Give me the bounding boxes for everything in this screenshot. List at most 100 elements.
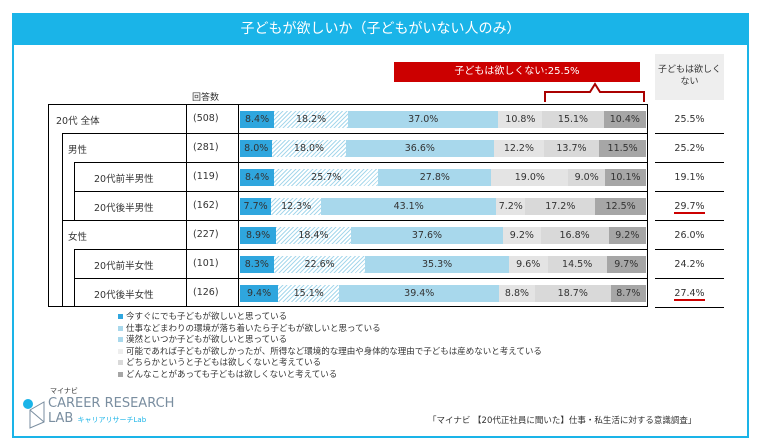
legend-item: どちらかというと子どもは欲しくないと考えている (118, 358, 321, 369)
bar-segment: 22.6% (273, 256, 366, 273)
bar-segment: 9.2% (608, 227, 646, 244)
grid-line (62, 133, 63, 307)
row-label: 20代後半男性 (94, 203, 154, 214)
table-border (48, 104, 648, 307)
bar-segment: 13.7% (543, 140, 600, 157)
bar-segment: 39.4% (339, 285, 500, 302)
table-row: 男性 (281) 8.0% 18.0% 36.6% 12.2% 13.7% 11.5% (62, 133, 648, 162)
grid-line (238, 104, 239, 307)
row-n: (101) (193, 258, 219, 269)
stacked-bar: 8.4% 25.7% 27.8% 19.0% 9.0% 10.1% (240, 169, 646, 186)
row-n: (227) (193, 229, 219, 240)
bar-segment: 19.0% (491, 169, 569, 186)
not-want-value: 25.5% (655, 105, 724, 134)
table-row: 20代前半男性 (119) 8.4% 25.7% 27.8% 19.0% 9.0% 10.… (74, 162, 648, 191)
grid-line (186, 104, 187, 307)
table-row: 20代後半女性 (126) 9.4% 15.1% 39.4% 8.8% 18.7% 8.7… (74, 278, 648, 307)
stacked-bar: 8.4% 18.2% 37.0% 10.8% 15.1% 10.4% (240, 111, 646, 128)
not-want-value: 19.1% (655, 163, 724, 192)
bar-segment: 16.8% (540, 227, 609, 244)
bar-segment: 8.7% (610, 285, 646, 302)
grid-line (74, 249, 75, 307)
stacked-bar: 8.0% 18.0% 36.6% 12.2% 13.7% 11.5% (240, 140, 646, 157)
table-row: 20代前半女性 (101) 8.3% 22.6% 35.3% 9.6% 14.5% 9.7… (74, 249, 648, 278)
grid-line (74, 162, 75, 220)
bar-segment: 18.7% (534, 285, 611, 302)
legend-item: 可能であれば子どもが欲しかったが、所得など環境的な理由や身体的な理由で子どもは産… (118, 347, 542, 358)
bar-segment: 27.8% (378, 169, 492, 186)
n-header: 回答数 (192, 93, 220, 103)
row-n: (162) (193, 200, 219, 211)
logo-sub: キャリアリサーチLab (77, 416, 147, 424)
legend-item: 漠然といつか子どもが欲しいと思っている (118, 335, 287, 346)
bar-segment: 9.6% (508, 256, 548, 273)
legend-swatch (118, 337, 123, 342)
table-row: 女性 (227) 8.9% 18.4% 37.6% 9.2% 16.8% 9.2% (62, 220, 648, 249)
bar-segment: 15.1% (278, 285, 340, 302)
bar-segment: 10.4% (603, 111, 646, 128)
stacked-bar: 8.3% 22.6% 35.3% 9.6% 14.5% 9.7% (240, 256, 646, 273)
not-want-value: 26.0% (655, 221, 724, 250)
bar-segment: 18.2% (274, 111, 349, 128)
row-label: 20代前半女性 (94, 261, 154, 272)
row-label: 20代後半女性 (94, 290, 154, 301)
row-label: 男性 (68, 145, 88, 156)
logo-name2: LAB (48, 411, 74, 426)
row-n: (508) (193, 113, 219, 124)
bar-segment: 8.8% (499, 285, 535, 302)
chart-title: 子どもが欲しいか（子どもがいない人のみ） (12, 13, 749, 45)
bar-segment: 25.7% (274, 169, 379, 186)
legend-swatch (118, 348, 123, 354)
bar-segment: 9.2% (503, 227, 541, 244)
bar-segment: 12.5% (595, 198, 646, 215)
bar-segment: 8.4% (240, 111, 275, 128)
row-n: (126) (193, 287, 219, 298)
legend-swatch (118, 360, 123, 365)
summary-label: 子どもは欲しくない:25.5% (394, 62, 640, 82)
bar-segment: 8.0% (240, 140, 273, 157)
stacked-bar: 7.7% 12.3% 43.1% 7.2% 17.2% 12.5% (240, 198, 646, 215)
bar-segment: 9.4% (240, 285, 279, 302)
row-n: (119) (193, 171, 219, 182)
stacked-bar: 9.4% 15.1% 39.4% 8.8% 18.7% 8.7% (240, 285, 646, 302)
bar-segment: 35.3% (365, 256, 509, 273)
bar-segment: 9.0% (568, 169, 605, 186)
bar-segment: 12.3% (271, 198, 322, 215)
legend-item: 今すぐにでも子どもが欲しいと思っている (118, 312, 287, 323)
bar-segment: 10.8% (498, 111, 543, 128)
table-row: 20代後半男性 (162) 7.7% 12.3% 43.1% 7.2% 17.2% 12.… (74, 191, 648, 220)
logo: マイナビ CAREER RESEARCH LAB キャリアリサーチLab (22, 386, 174, 429)
bar-segment: 9.7% (606, 256, 646, 273)
bar-segment: 10.1% (604, 169, 646, 186)
bar-segment: 7.7% (240, 198, 272, 215)
logo-icon (23, 399, 45, 429)
not-want-value: 25.2% (655, 134, 724, 163)
bar-segment: 11.5% (599, 140, 646, 157)
bar-segment: 8.3% (240, 256, 274, 273)
bar-segment: 18.0% (272, 140, 346, 157)
not-want-value: 24.2% (655, 250, 724, 279)
legend-item: どんなことがあっても子どもは欲しくないと考えている (118, 370, 337, 381)
right-column-header: 子どもは欲しくない (655, 54, 724, 100)
legend-swatch (118, 314, 123, 319)
row-label: 20代 全体 (56, 116, 100, 127)
bar-segment: 8.4% (240, 169, 275, 186)
bar-segment: 37.0% (348, 111, 499, 128)
bar-segment: 7.2% (496, 198, 526, 215)
source-note: 「マイナビ 【20代正社員に聞いた】仕事・私生活に対する意識調査」 (428, 416, 697, 426)
bar-segment: 43.1% (321, 198, 497, 215)
table-row: 20代 全体 (508) 8.4% 18.2% 37.0% 10.8% 15.1% 10.… (48, 104, 648, 133)
bar-segment: 37.6% (350, 227, 504, 244)
bar-segment: 17.2% (525, 198, 596, 215)
legend-swatch (118, 371, 123, 377)
logo-brand: マイナビ (50, 387, 78, 395)
bar-segment: 8.9% (240, 227, 277, 244)
row-label: 20代前半男性 (94, 174, 154, 185)
bar-segment: 15.1% (542, 111, 604, 128)
bar-segment: 12.2% (494, 140, 544, 157)
not-want-value: 29.7% (655, 192, 724, 221)
bar-segment: 36.6% (345, 140, 495, 157)
bracket (544, 82, 645, 102)
bar-segment: 14.5% (547, 256, 607, 273)
stacked-bar: 8.9% 18.4% 37.6% 9.2% 16.8% 9.2% (240, 227, 646, 244)
